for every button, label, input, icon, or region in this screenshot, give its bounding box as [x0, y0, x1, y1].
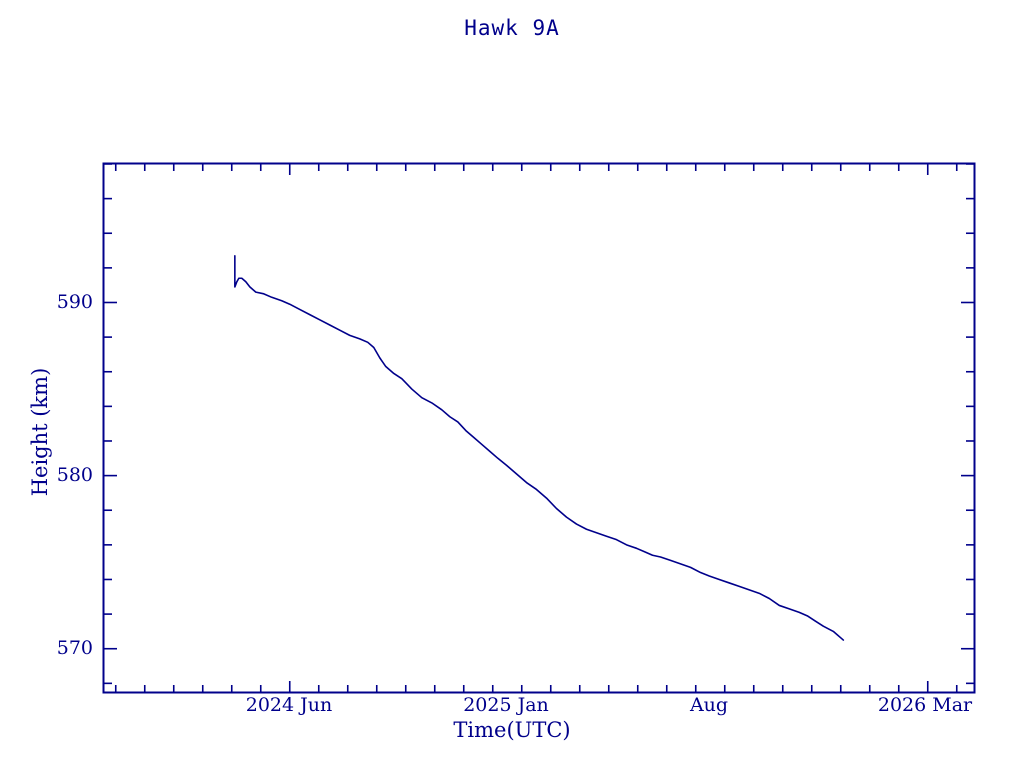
- x-tick-label: Aug: [689, 694, 729, 716]
- chart-title: Hawk 9A: [464, 16, 560, 40]
- x-tick-label: 2026 Mar: [877, 694, 973, 716]
- x-tick-label: 2024 Jun: [245, 694, 333, 716]
- y-tick-label: 590: [56, 291, 93, 313]
- x-axis-label: Time(UTC): [453, 718, 571, 742]
- x-tick-label: 2025 Jan: [463, 694, 549, 716]
- axis-ticks: [104, 163, 974, 692]
- y-tick-label: 580: [56, 464, 93, 486]
- y-tick-label: 570: [56, 637, 93, 659]
- data-series-line: [234, 254, 845, 641]
- plot-frame: [102, 162, 976, 694]
